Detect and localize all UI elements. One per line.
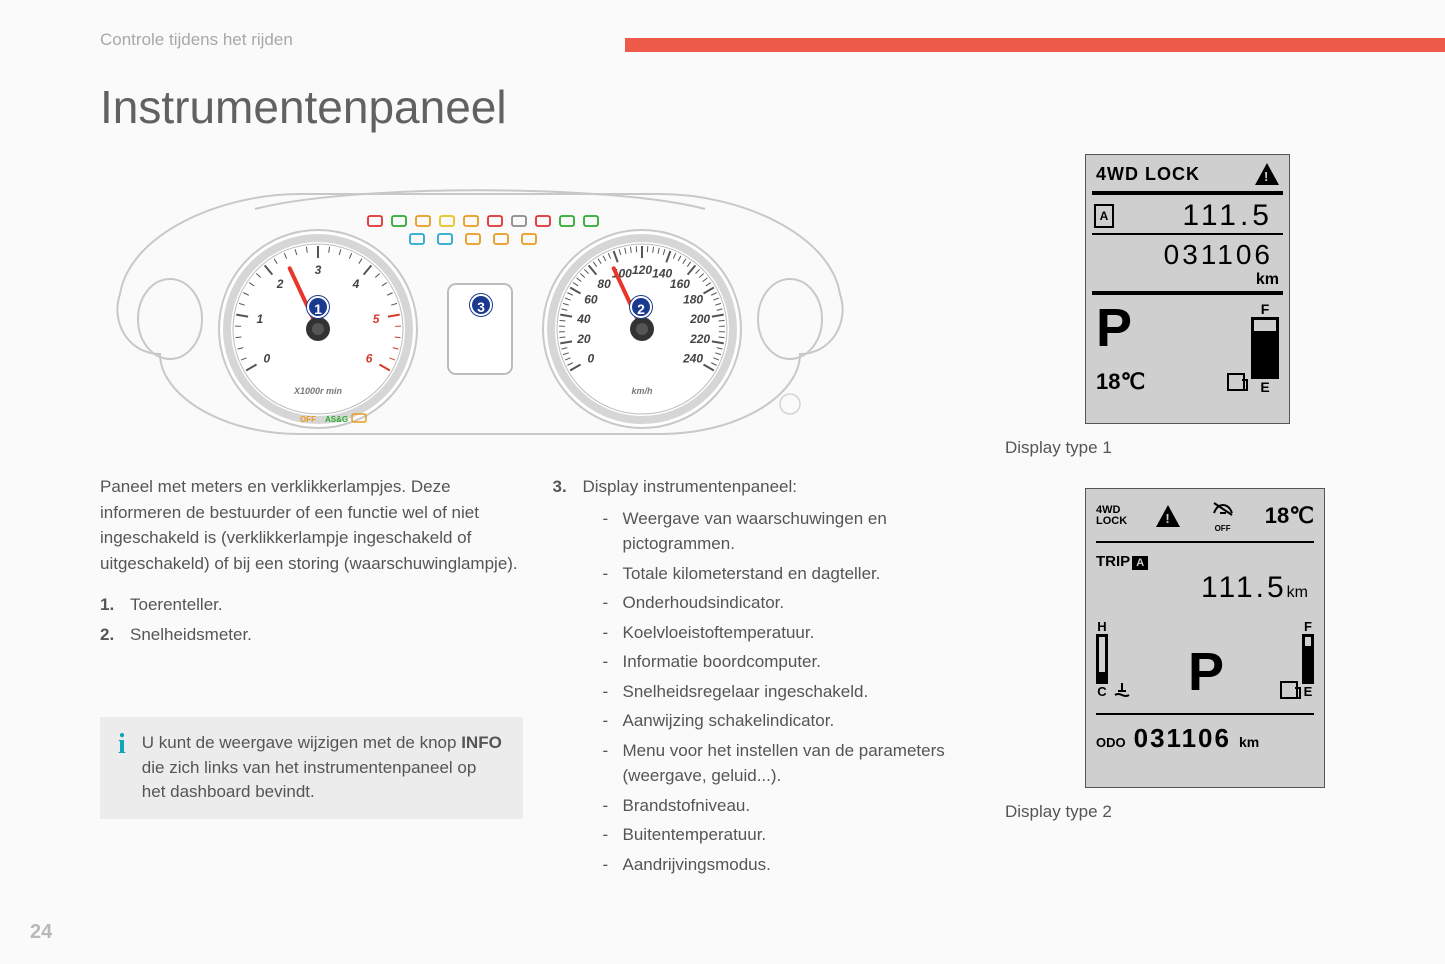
- lcd2-trip-value: 111.5km: [1096, 571, 1314, 605]
- svg-text:5: 5: [373, 312, 380, 326]
- list-item: Aanwijzing schakelindicator.: [603, 708, 976, 734]
- fuel-pump-icon: [1280, 681, 1298, 699]
- svg-text:200: 200: [689, 312, 710, 326]
- info-icon: i: [118, 731, 126, 805]
- lcd2-off-label: OFF: [1210, 524, 1236, 533]
- lcd1-temp: 18℃: [1096, 369, 1221, 395]
- display-type-2: 4WD LOCK OFF 18℃ TRIPA 111.5km: [1085, 488, 1325, 788]
- lcd2-trip-unit: km: [1287, 584, 1308, 601]
- display-type-1: 4WD LOCK A 111.5 031106 km P 18℃: [1085, 154, 1290, 424]
- intro-text: Paneel met meters en verklikkerlampjes. …: [100, 474, 523, 576]
- list-item: Koelvloeistoftemperatuur.: [603, 620, 976, 646]
- list-item: Totale kilometerstand en dagteller.: [603, 561, 976, 587]
- info-callout: i U kunt de weergave wijzigen met de kno…: [100, 717, 523, 819]
- list-item: Buitentemperatuur.: [603, 822, 976, 848]
- svg-text:1: 1: [257, 312, 264, 326]
- coolant-gauge: H C: [1096, 619, 1108, 699]
- lcd1-fuel-gauge: [1251, 317, 1279, 379]
- list-num-2: 2.: [100, 622, 130, 648]
- svg-text:80: 80: [597, 277, 611, 291]
- numbered-list: 1.Toerenteller. 2.Snelheidsmeter.: [100, 592, 523, 647]
- trip-indicator-icon: A: [1094, 204, 1114, 228]
- list-num-1: 1.: [100, 592, 130, 618]
- lcd1-lock-label: 4WD LOCK: [1096, 164, 1200, 185]
- svg-text:OFF: OFF: [300, 415, 316, 424]
- info-bold: INFO: [461, 733, 502, 752]
- svg-text:4: 4: [352, 277, 360, 291]
- list-item: Menu voor het instellen van de parameter…: [603, 738, 976, 789]
- instrument-cluster-diagram: 0123456X1000r min 0204060801001201401601…: [100, 154, 860, 454]
- list-item: Brandstofniveau.: [603, 793, 976, 819]
- fuel2-e: E: [1304, 684, 1313, 699]
- callout-1: 1: [307, 296, 329, 318]
- lcd1-odo-value: 031106: [1092, 235, 1283, 271]
- caption-display-2: Display type 2: [1005, 802, 1345, 822]
- lcd2-odo-value: 031106: [1134, 723, 1231, 754]
- svg-text:160: 160: [670, 277, 690, 291]
- coolant-icon: [1112, 681, 1132, 699]
- svg-text:220: 220: [689, 332, 710, 346]
- lcd1-trip-value: 111.5: [1114, 199, 1283, 233]
- lcd1-gear: P: [1096, 301, 1221, 355]
- list-item: Aandrijvingsmodus.: [603, 852, 976, 878]
- accent-bar: [625, 38, 1445, 52]
- page-title: Instrumentenpaneel: [100, 80, 1345, 134]
- svg-text:6: 6: [366, 352, 373, 366]
- list-num-3: 3.: [553, 474, 583, 500]
- lcd2-trip-letter: A: [1132, 556, 1148, 570]
- svg-text:240: 240: [682, 352, 703, 366]
- caption-display-1: Display type 1: [1005, 438, 1345, 458]
- warning-icon: [1255, 163, 1279, 185]
- lcd2-odo-label: ODO: [1096, 735, 1126, 750]
- svg-text:120: 120: [632, 263, 652, 277]
- svg-text:20: 20: [576, 332, 591, 346]
- fuel2-f: F: [1304, 619, 1312, 634]
- fuel-gauge-2: F E: [1302, 619, 1314, 699]
- svg-text:X1000r min: X1000r min: [293, 386, 343, 396]
- esc-off-icon: OFF: [1210, 499, 1236, 533]
- list-text-1: Toerenteller.: [130, 592, 223, 618]
- info-pre: U kunt de weergave wijzigen met de knop: [142, 733, 461, 752]
- list-item: Weergave van waarschuwingen en pictogram…: [603, 506, 976, 557]
- svg-text:40: 40: [576, 312, 591, 326]
- page-number: 24: [30, 921, 52, 944]
- svg-text:2: 2: [276, 277, 284, 291]
- lcd2-odo-unit: km: [1239, 734, 1259, 750]
- list-item: Snelheidsregelaar ingeschakeld.: [603, 679, 976, 705]
- coolant-c: C: [1097, 684, 1106, 699]
- list-item: Informatie boordcomputer.: [603, 649, 976, 675]
- callout-2: 2: [630, 296, 652, 318]
- fuel-pump-icon: [1227, 373, 1245, 391]
- lcd2-trip-num: 111.5: [1201, 571, 1287, 604]
- lcd1-fuel-f: F: [1261, 301, 1270, 317]
- warning-icon: [1156, 505, 1180, 527]
- list-text-3: Display instrumentenpaneel:: [583, 474, 798, 500]
- lcd2-gear: P: [1188, 645, 1224, 699]
- lcd2-temp: 18℃: [1265, 503, 1314, 529]
- svg-text:0: 0: [588, 352, 595, 366]
- lcd1-fuel-e: E: [1260, 379, 1269, 395]
- coolant-h: H: [1097, 619, 1106, 634]
- svg-text:180: 180: [683, 293, 703, 307]
- info-post: die zich links van het instrumentenpanee…: [142, 758, 477, 802]
- info-text: U kunt de weergave wijzigen met de knop …: [142, 731, 505, 805]
- callout-3: 3: [470, 294, 492, 316]
- list-item: Onderhoudsindicator.: [603, 590, 976, 616]
- display-features-list: Weergave van waarschuwingen en pictogram…: [553, 506, 976, 878]
- svg-text:0: 0: [264, 352, 271, 366]
- svg-text:60: 60: [584, 293, 598, 307]
- lcd2-lock-2: LOCK: [1096, 516, 1127, 527]
- lcd2-trip-label: TRIP: [1096, 553, 1130, 570]
- svg-text:km/h: km/h: [631, 386, 653, 396]
- svg-text:AS&G: AS&G: [325, 415, 348, 424]
- lcd1-km-label: km: [1092, 271, 1283, 295]
- list-text-2: Snelheidsmeter.: [130, 622, 252, 648]
- svg-text:3: 3: [315, 263, 322, 277]
